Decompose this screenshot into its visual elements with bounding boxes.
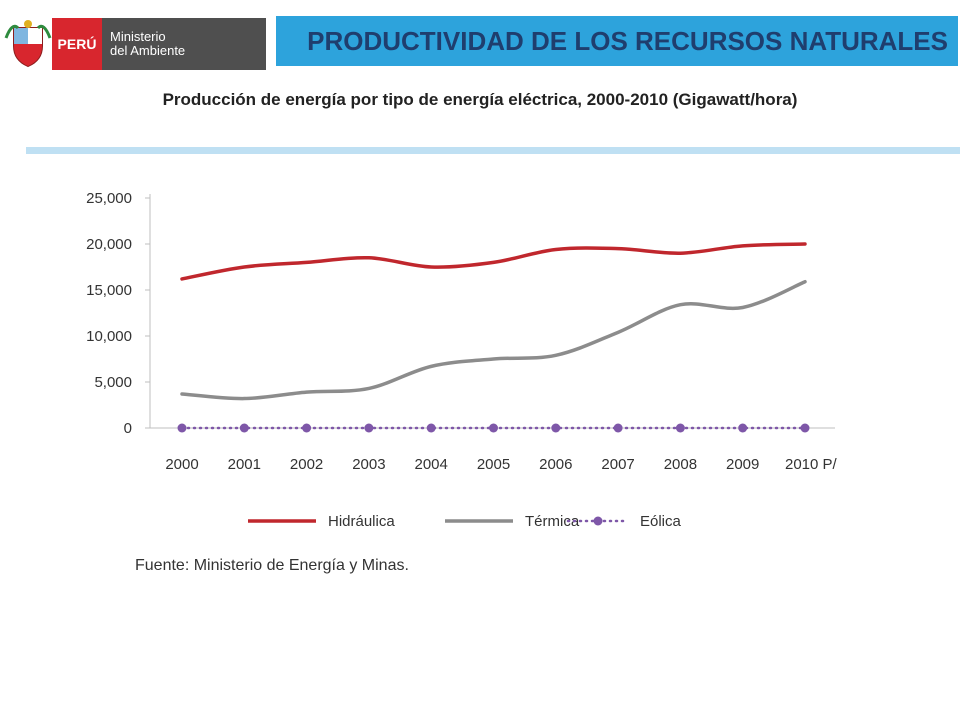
series-line-hidráulica [180, 242, 807, 281]
source-note: Fuente: Ministerio de Energía y Minas. [135, 557, 409, 574]
data-point [426, 423, 436, 433]
ministry-logo: PERÚ Ministerio del Ambiente [4, 18, 266, 70]
logo-ministry-line1: Ministerio [110, 29, 166, 44]
legend-marker [593, 516, 603, 526]
data-point [364, 423, 374, 433]
data-point [613, 423, 623, 433]
y-tick-label: 0 [124, 420, 132, 437]
y-tick-label: 5,000 [94, 374, 132, 391]
divider [26, 147, 960, 154]
x-tick-label: 2006 [539, 456, 572, 473]
data-point [551, 423, 561, 433]
data-point [239, 423, 249, 433]
data-point [177, 423, 187, 433]
y-tick-label: 10,000 [86, 328, 132, 345]
y-tick-label: 20,000 [86, 236, 132, 253]
data-point [800, 423, 810, 433]
x-tick-label: 2004 [415, 456, 448, 473]
y-tick-label: 25,000 [86, 190, 132, 207]
x-tick-label: 2005 [477, 456, 510, 473]
data-point [489, 423, 498, 433]
coat-of-arms-icon [4, 18, 52, 70]
x-tick-label: 2010 P/ [785, 456, 838, 473]
logo-ministry-line2: del Ambiente [110, 43, 186, 58]
legend-label: Térmica [525, 513, 580, 530]
legend-label: Eólica [640, 513, 682, 530]
data-point [738, 423, 748, 433]
x-tick-label: 2002 [290, 456, 323, 473]
x-tick-label: 2008 [664, 456, 697, 473]
chart-subtitle: Producción de energía por tipo de energí… [162, 90, 798, 109]
x-tick-label: 2001 [228, 456, 261, 473]
logo-country-text: PERÚ [52, 18, 102, 70]
x-tick-label: 2003 [352, 456, 385, 473]
data-point [675, 423, 685, 433]
logo-ministry-text: Ministerio del Ambiente [102, 18, 266, 70]
banner-title: PRODUCTIVIDAD DE LOS RECURSOS NATURALES [276, 16, 958, 66]
x-tick-label: 2007 [601, 456, 634, 473]
y-tick-label: 15,000 [86, 282, 132, 299]
line-chart: 0 5,000 10,000 15,000 20,000 25,000 2000 2001 20… [86, 190, 838, 530]
x-tick-label: 2000 [165, 456, 198, 473]
data-point [302, 423, 312, 433]
legend-label: Hidráulica [328, 513, 395, 530]
x-tick-label: 2009 [726, 456, 759, 473]
series-line-térmica [180, 279, 807, 401]
